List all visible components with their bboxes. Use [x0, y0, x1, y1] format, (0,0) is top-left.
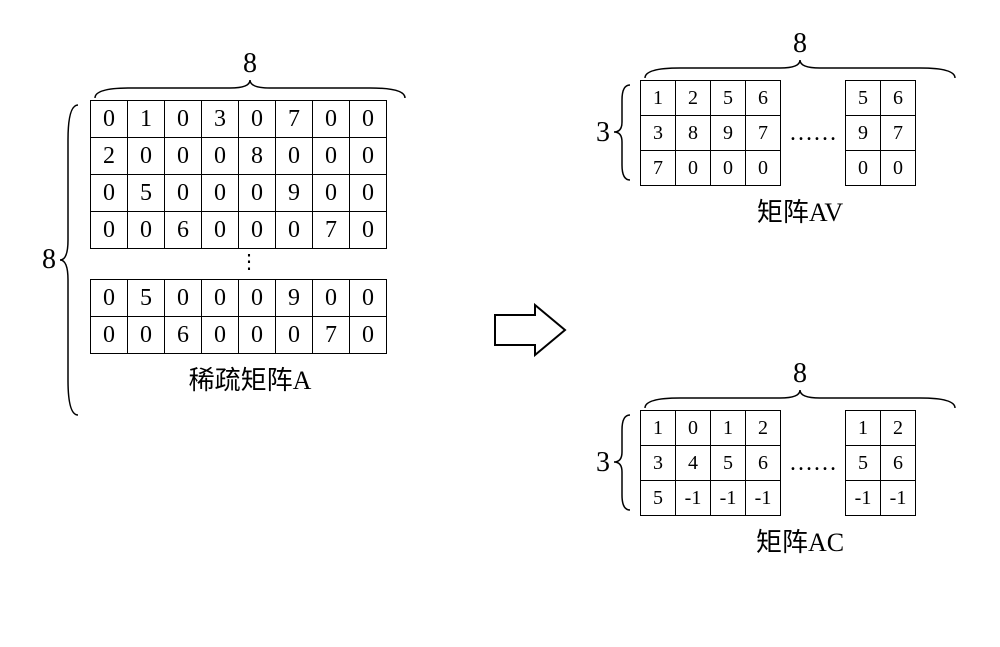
- cols-label: 8: [793, 358, 807, 389]
- table-row: 5-1-1-1: [641, 481, 781, 516]
- matrix-av-caption: 矩阵AV: [640, 192, 960, 229]
- table-row: 05000900: [91, 175, 387, 212]
- table-row: 00600070: [91, 212, 387, 249]
- matrix-ac-caption: 矩阵AC: [640, 522, 960, 559]
- brace-left-icon: [612, 410, 632, 515]
- table-row: 05000900: [91, 280, 387, 317]
- rows-label: 3: [596, 119, 610, 147]
- brace-top-icon: [640, 58, 960, 80]
- table-row: 97: [846, 116, 916, 151]
- brace-left-icon: [58, 100, 80, 420]
- table-row: 56: [846, 81, 916, 116]
- arrow-right-icon: [490, 300, 570, 365]
- rows-label: 3: [596, 449, 610, 477]
- matrix-ac-right: 12 56 -1-1: [845, 410, 916, 516]
- table-row: -1-1: [846, 481, 916, 516]
- table-row: 1012: [641, 411, 781, 446]
- matrix-av: 8 3 1256 3897 7000 …… 56: [600, 30, 960, 229]
- table-row: 01030700: [91, 101, 387, 138]
- cols-label: 8: [793, 28, 807, 59]
- hdots-icon: ……: [781, 120, 845, 147]
- brace-left-icon: [612, 80, 632, 185]
- matrix-av-right: 56 97 00: [845, 80, 916, 186]
- matrix-av-left: 1256 3897 7000: [640, 80, 781, 186]
- matrix-a-top: 01030700 20008000 05000900 00600070: [90, 100, 387, 249]
- table-row: 12: [846, 411, 916, 446]
- matrix-a-caption: 稀疏矩阵A: [90, 360, 410, 397]
- vdots-icon: ⋮: [90, 249, 410, 279]
- matrix-ac: 8 3 1012 3456 5-1-1-1 …… 12: [600, 360, 960, 559]
- table-row: 1256: [641, 81, 781, 116]
- brace-top-icon: [90, 78, 410, 100]
- matrix-ac-left: 1012 3456 5-1-1-1: [640, 410, 781, 516]
- table-row: 00600070: [91, 317, 387, 354]
- rows-label: 8: [42, 246, 56, 274]
- table-row: 3897: [641, 116, 781, 151]
- table-row: 7000: [641, 151, 781, 186]
- table-row: 56: [846, 446, 916, 481]
- cols-label: 8: [243, 48, 257, 79]
- matrix-a-bottom: 05000900 00600070: [90, 279, 387, 354]
- sparse-matrix-a: 8 8 01030700 20008000 05000900 00600070 …: [50, 50, 410, 397]
- hdots-icon: ……: [781, 450, 845, 477]
- table-row: 00: [846, 151, 916, 186]
- brace-top-icon: [640, 388, 960, 410]
- table-row: 20008000: [91, 138, 387, 175]
- table-row: 3456: [641, 446, 781, 481]
